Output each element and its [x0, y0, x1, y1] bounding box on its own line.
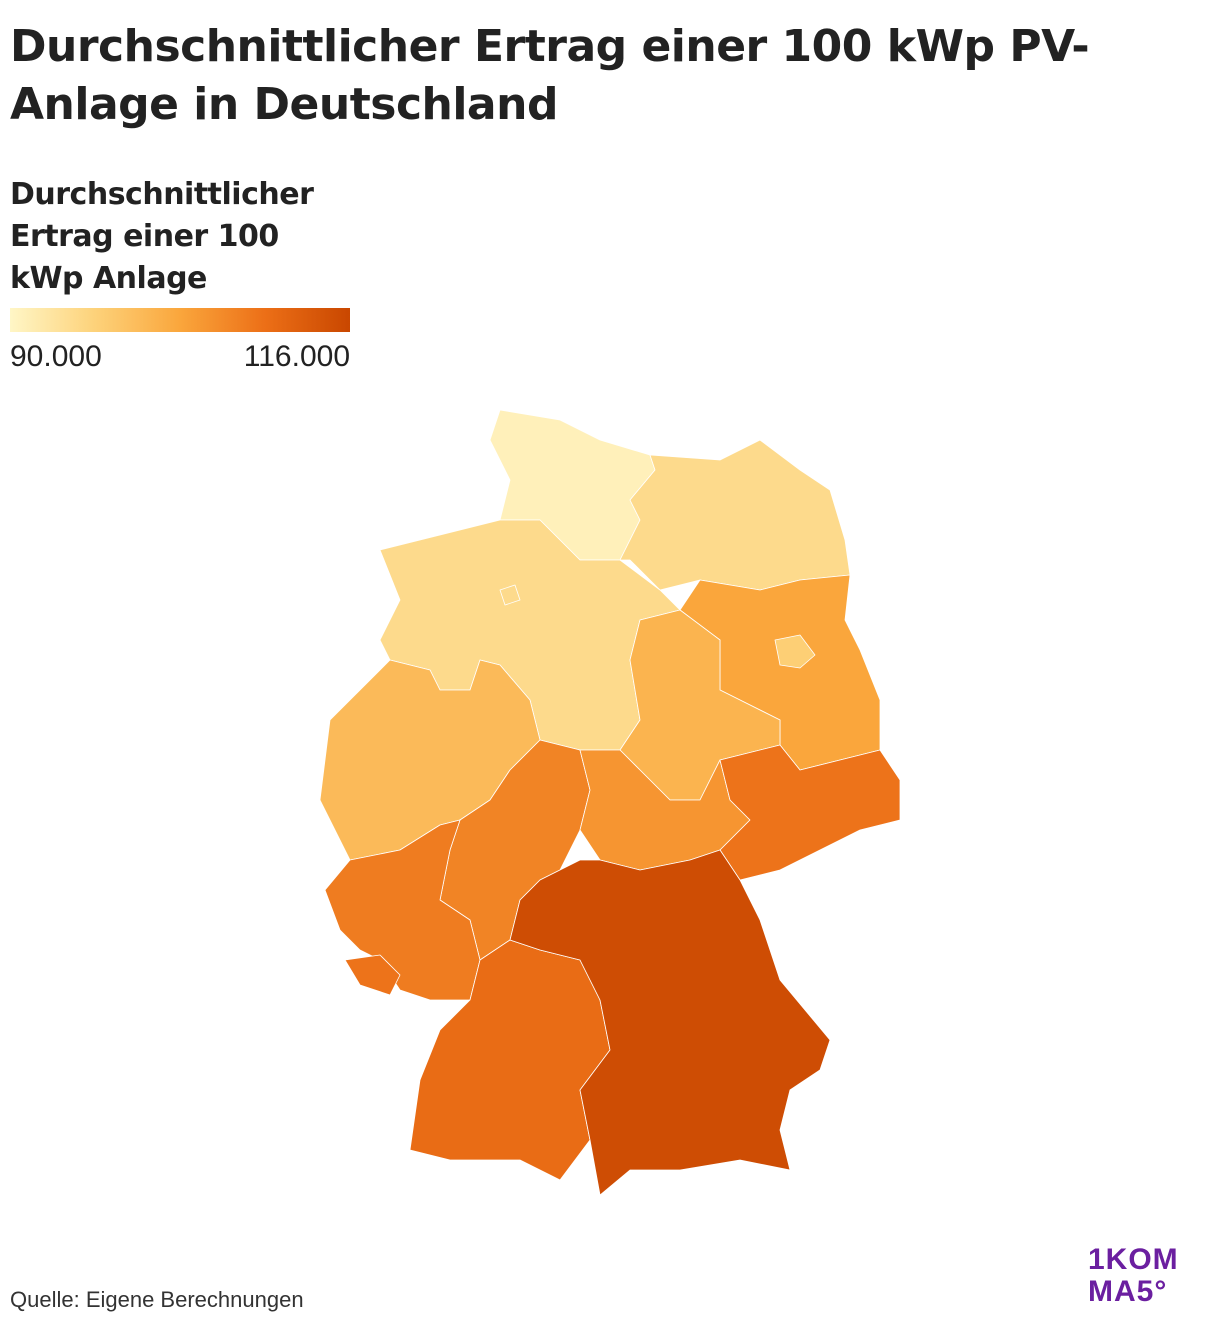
region	[499, 584, 521, 606]
logo-line: 1KOM	[1088, 1243, 1179, 1276]
source: Quelle: Eigene Berechnungen	[10, 1287, 304, 1312]
region	[344, 954, 401, 996]
region	[719, 744, 901, 881]
logo: 1KOM MA5°	[1088, 1244, 1179, 1308]
region	[509, 849, 831, 1196]
colorbar-tick-label: 116.000	[244, 340, 350, 373]
logo-line: MA5°	[1088, 1275, 1168, 1308]
legend-title: Durchschnittlicher Ertrag einer 100 kWp …	[10, 177, 314, 296]
region	[619, 439, 851, 591]
title: Durchschnittlicher Ertrag einer 100 kWp …	[10, 21, 1090, 130]
region	[774, 634, 816, 669]
colorbar	[10, 308, 350, 332]
colorbar-tick-label: 90.000	[10, 340, 102, 373]
